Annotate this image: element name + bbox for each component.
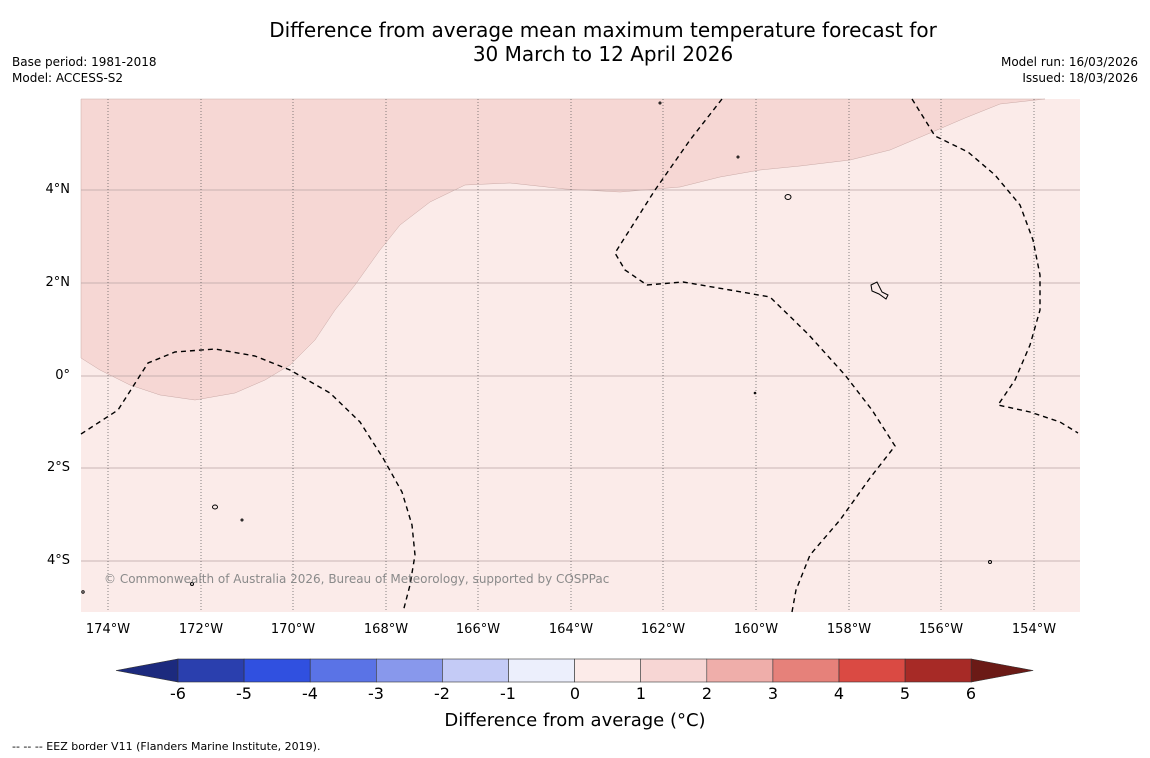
eez-border-central	[614, 98, 896, 613]
colorbar-segment	[177, 658, 245, 683]
island-c	[784, 194, 792, 200]
island-f	[212, 504, 218, 510]
model-text: Model: ACCESS-S2	[12, 71, 124, 85]
model-run-text: Model run: 16/03/2026	[1000, 55, 1138, 69]
eez-border-east	[911, 98, 1079, 434]
colorbar-extend-low	[115, 658, 179, 683]
eez-border-west	[80, 348, 416, 613]
lat-label-2s: 2°S	[46, 460, 70, 475]
colorbar-label: -2	[434, 684, 450, 703]
colorbar-segment	[640, 658, 708, 683]
colorbar-segment	[442, 658, 509, 683]
lat-label-2n: 2°N	[45, 275, 71, 290]
colorbar-segment	[904, 658, 972, 683]
colorbar-label: 2	[701, 684, 713, 703]
lat-label-4n: 4°N	[45, 182, 71, 197]
lon-label-164w: 164°W	[548, 622, 594, 637]
colorbar-extend-high	[970, 658, 1034, 683]
colorbar-label: -1	[500, 684, 516, 703]
lat-label-4s: 4°S	[46, 553, 70, 568]
lon-label-168w: 168°W	[363, 622, 409, 637]
lon-label-172w: 172°W	[178, 622, 224, 637]
map-title-line2: 30 March to 12 April 2026	[472, 42, 734, 66]
colorbar-segment	[508, 658, 575, 683]
colorbar-label: -3	[368, 684, 384, 703]
island-i	[988, 560, 992, 564]
colorbar-label: -4	[302, 684, 318, 703]
colorbar	[115, 658, 1034, 683]
lon-label-174w: 174°W	[85, 622, 131, 637]
issued-text: Issued: 18/03/2026	[1022, 71, 1138, 85]
colorbar-segment	[243, 658, 311, 683]
colorbar-title: Difference from average (°C)	[444, 710, 706, 731]
colorbar-label: -6	[170, 684, 186, 703]
base-period-text: Base period: 1981-2018	[12, 55, 157, 69]
island-b	[736, 155, 740, 159]
lon-label-154w: 154°W	[1011, 622, 1057, 637]
lon-label-166w: 166°W	[455, 622, 501, 637]
lon-label-170w: 170°W	[270, 622, 316, 637]
colorbar-segment	[375, 658, 443, 683]
lon-label-162w: 162°W	[640, 622, 686, 637]
lon-label-160w: 160°W	[733, 622, 779, 637]
colorbar-label: 1	[635, 684, 647, 703]
lat-label-0: 0°	[55, 368, 70, 383]
colorbar-segment	[309, 658, 377, 683]
colorbar-segment	[574, 658, 641, 683]
island-e	[753, 391, 757, 395]
colorbar-label: 5	[899, 684, 911, 703]
anomaly-band-1-2-west	[80, 98, 1046, 401]
colorbar-label: -5	[236, 684, 252, 703]
island-a	[658, 101, 662, 105]
colorbar-segment	[706, 658, 774, 683]
colorbar-segment	[772, 658, 840, 683]
colorbar-segment	[838, 658, 906, 683]
island-h	[190, 582, 194, 586]
meta-left: Base period: 1981-2018 Model: ACCESS-S2	[12, 54, 157, 86]
colorbar-label: 3	[767, 684, 779, 703]
island-j	[81, 590, 85, 594]
lon-label-156w: 156°W	[918, 622, 964, 637]
copyright-text: © Commonwealth of Australia 2026, Bureau…	[104, 572, 610, 586]
lat-gridlines	[81, 189, 1080, 562]
eez-legend-text: -- -- -- EEZ border V11 (Flanders Marine…	[12, 740, 321, 753]
map-title-line1: Difference from average mean maximum tem…	[269, 18, 937, 42]
colorbar-label: 4	[833, 684, 845, 703]
islands	[81, 101, 992, 594]
colorbar-label: 0	[569, 684, 581, 703]
meta-right: Model run: 16/03/2026 Issued: 18/03/2026	[1001, 54, 1138, 86]
island-g	[240, 518, 244, 522]
map-title: Difference from average mean maximum tem…	[0, 18, 1150, 66]
lon-label-158w: 158°W	[826, 622, 872, 637]
island-d	[870, 281, 889, 300]
eez-borders	[80, 98, 1079, 613]
colorbar-label: 6	[965, 684, 977, 703]
